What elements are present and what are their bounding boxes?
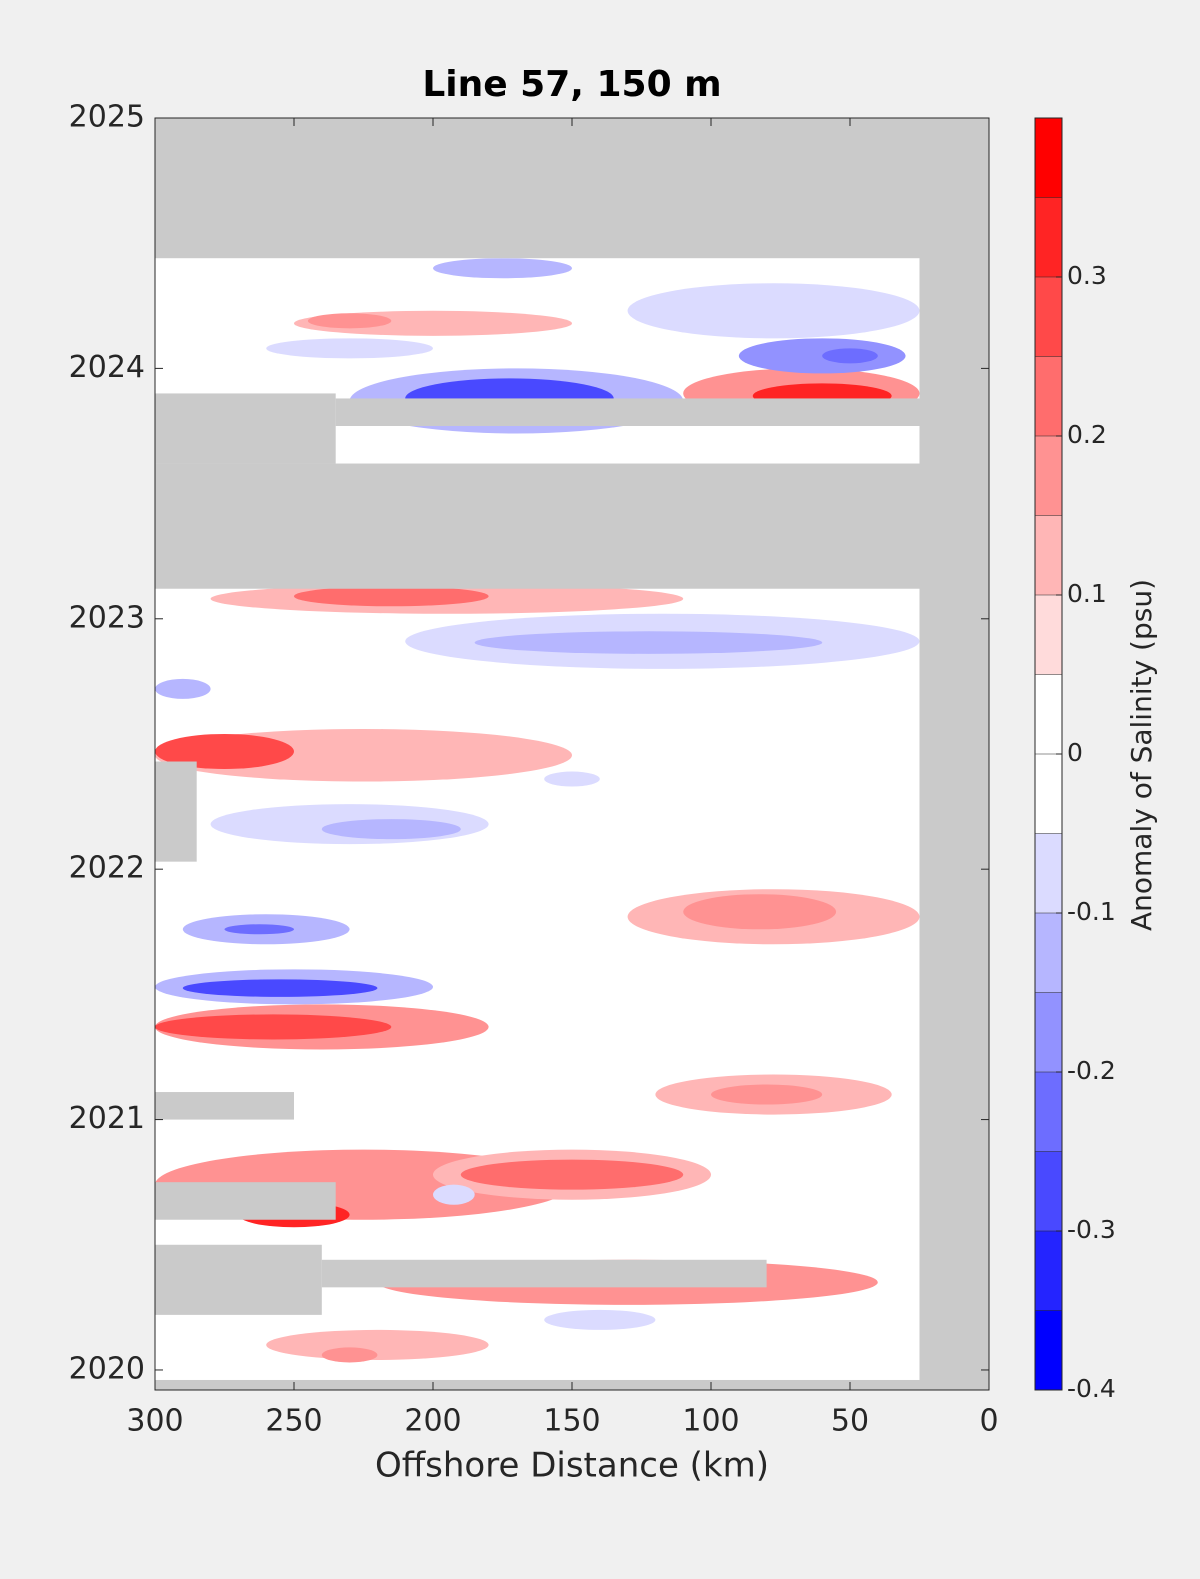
x-tick-label: 300 [126,1404,183,1439]
anomaly-contour [822,348,878,364]
y-tick-label: 2023 [69,600,145,635]
anomaly-contour [627,283,920,339]
chart-title: Line 57, 150 m [422,64,721,105]
colorbar-tick-label: 0.3 [1067,261,1107,290]
colorbar-band [1035,197,1062,277]
anomaly-contour [224,924,294,935]
colorbar-tick-label: 0.2 [1067,420,1107,449]
colorbar-band [1035,1151,1062,1231]
colorbar-tick-label: 0 [1067,738,1083,767]
anomaly-contour [711,1084,823,1105]
anomaly-contour [155,1014,392,1040]
data-gap [155,1182,336,1220]
anomaly-contour [683,894,837,930]
data-gap [155,1092,294,1120]
colorbar-band [1035,833,1062,913]
colorbar-band [1035,118,1062,198]
anomaly-contour [321,1347,378,1363]
x-tick-label: 50 [831,1404,869,1439]
y-tick-label: 2021 [69,1101,145,1136]
y-tick-label: 2022 [69,851,145,886]
colorbar-band [1035,674,1062,754]
colorbar-tick-label: -0.4 [1067,1374,1116,1403]
y-tick-label: 2020 [69,1351,145,1386]
colorbar-band [1035,436,1062,516]
colorbar-label: Anomaly of Salinity (psu) [1125,579,1158,931]
anomaly-contour [182,979,378,997]
colorbar-band [1035,754,1062,834]
colorbar-tick-label: -0.3 [1067,1215,1116,1244]
data-gap [335,398,920,426]
anomaly-contour [294,586,489,607]
colorbar-tick-label: 0.1 [1067,579,1107,608]
data-gap [155,761,197,862]
y-tick-label: 2025 [69,100,145,135]
x-tick-label: 200 [404,1404,461,1439]
data-gap [155,463,920,589]
anomaly-contour [544,1309,656,1330]
x-tick-label: 150 [543,1404,600,1439]
anomaly-contour [433,258,572,279]
colorbar-tick-label: -0.1 [1067,897,1116,926]
anomaly-contour [307,313,392,329]
anomaly-contour [433,1184,475,1205]
anomaly-contour [544,771,600,787]
colorbar-band [1035,1072,1062,1152]
colorbar-tick-label: -0.2 [1067,1056,1116,1085]
x-tick-label: 100 [682,1404,739,1439]
data-gap [155,1244,322,1315]
x-tick-label: 0 [979,1404,998,1439]
colorbar-band [1035,356,1062,436]
data-gap [155,393,336,464]
colorbar-band [1035,277,1062,357]
anomaly-contour [155,678,211,699]
data-gap [321,1259,767,1288]
colorbar-band [1035,1231,1062,1311]
anomaly-contour [460,1159,684,1190]
x-axis-label: Offshore Distance (km) [375,1446,769,1486]
colorbar-band [1035,515,1062,595]
anomaly-contour [738,338,906,374]
anomaly-contour [321,819,461,840]
colorbar-band [1035,992,1062,1072]
y-tick-label: 2024 [69,350,145,385]
x-tick-label: 250 [265,1404,322,1439]
anomaly-contour [474,631,823,654]
colorbar-band [1035,913,1062,993]
anomaly-contour [266,338,433,359]
anomaly-contour [266,1329,489,1360]
colorbar-band [1035,595,1062,675]
anomaly-contour [155,733,294,770]
colorbar-band [1035,1310,1062,1390]
